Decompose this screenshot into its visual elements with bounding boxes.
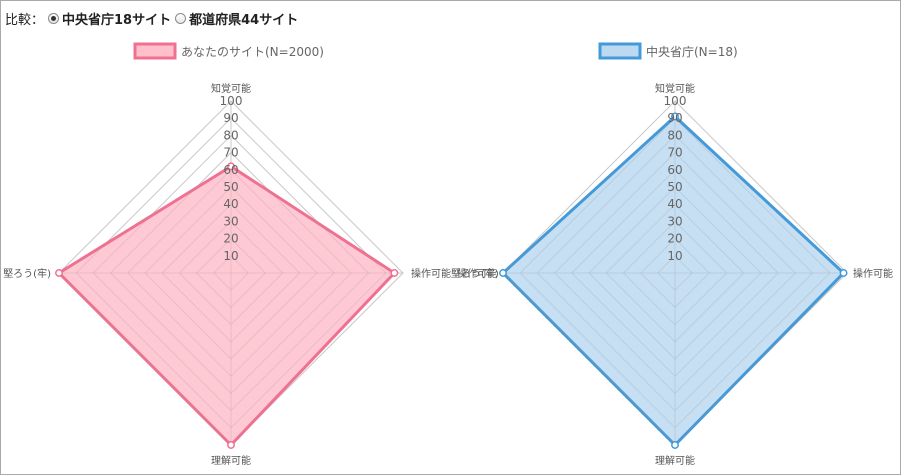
tick-label: 10 xyxy=(223,249,238,263)
tick-label: 10 xyxy=(667,249,682,263)
radio-checked-icon[interactable] xyxy=(48,13,60,24)
axis-label: 知覚可能 xyxy=(211,82,251,95)
data-point xyxy=(839,269,848,277)
compare-label: 比較： xyxy=(5,13,45,28)
tick-label: 30 xyxy=(667,214,682,228)
grid-ring-overlay xyxy=(657,255,693,291)
axis-label: 理解可能 xyxy=(211,454,251,467)
grid-ring-overlay xyxy=(639,237,711,309)
grid-ring-overlay xyxy=(213,255,249,291)
tick-label: 70 xyxy=(223,146,238,160)
tick-label: 60 xyxy=(223,163,238,177)
grid-ring-overlay xyxy=(178,220,284,326)
data-point xyxy=(55,269,63,277)
axis-label: 知覚可能 xyxy=(655,82,695,95)
tick-label: 80 xyxy=(223,128,238,142)
axis-label: 操作可能 xyxy=(853,267,893,280)
data-point xyxy=(227,441,235,449)
axis-label: 理解可能 xyxy=(655,454,695,467)
tick-label: 20 xyxy=(223,232,238,246)
compare-option-ministries[interactable]: 中央省庁18サイト xyxy=(48,9,171,28)
grid-ring-overlay xyxy=(553,151,797,395)
compare-option-prefectures[interactable]: 都道府県44サイト xyxy=(175,9,298,28)
tick-label: 60 xyxy=(667,163,682,177)
tick-label: 40 xyxy=(667,197,682,211)
grid-ring-overlay xyxy=(75,117,387,429)
grid-ring-overlay xyxy=(161,203,301,343)
grid-ring-overlay xyxy=(622,220,728,326)
tick-label: 80 xyxy=(667,128,682,142)
axis-label: 操作可能 xyxy=(457,267,497,280)
tick-label: 30 xyxy=(223,214,238,228)
tick-label: 90 xyxy=(223,111,238,125)
tick-label: 70 xyxy=(667,146,682,160)
data-point xyxy=(671,112,679,121)
legend-label: あなたのサイト(N=2000) xyxy=(181,45,324,59)
axis-label: 操作可能堅ろう(牢) xyxy=(411,267,499,280)
tick-label: 50 xyxy=(667,180,682,194)
tick-label: 20 xyxy=(667,232,682,246)
compare-option-ministries-label: 中央省庁18サイト xyxy=(62,13,172,28)
axis-label: 堅ろう(牢) xyxy=(3,267,51,280)
data-point xyxy=(671,441,679,449)
radio-unchecked-icon[interactable] xyxy=(175,13,187,24)
tick-label: 50 xyxy=(223,180,238,194)
data-point xyxy=(227,162,235,171)
compare-option-prefectures-label: 都道府県44サイト xyxy=(189,13,299,28)
tick-label: 90 xyxy=(667,111,682,125)
grid-ring-overlay xyxy=(571,169,779,377)
data-point xyxy=(499,269,507,277)
legend-swatch xyxy=(598,42,642,60)
tick-label: 40 xyxy=(223,197,238,211)
legend-swatch xyxy=(133,42,177,60)
grid-ring-overlay xyxy=(519,117,831,429)
legend-label: 中央省庁(N=18) xyxy=(646,44,738,59)
grid-ring-overlay xyxy=(109,151,353,395)
grid-ring-overlay xyxy=(536,134,814,412)
grid-ring-overlay xyxy=(195,237,267,309)
grid-ring-overlay xyxy=(92,134,370,412)
grid-ring-overlay xyxy=(588,186,762,360)
grid-ring-overlay xyxy=(144,186,318,360)
data-point xyxy=(390,269,399,277)
grid-ring-overlay xyxy=(127,169,335,377)
tick-label: 100 xyxy=(220,94,243,108)
compare-selector: 比較： 中央省庁18サイト 都道府県44サイト xyxy=(5,9,302,28)
grid-ring-overlay xyxy=(605,203,745,343)
tick-label: 100 xyxy=(664,94,687,108)
